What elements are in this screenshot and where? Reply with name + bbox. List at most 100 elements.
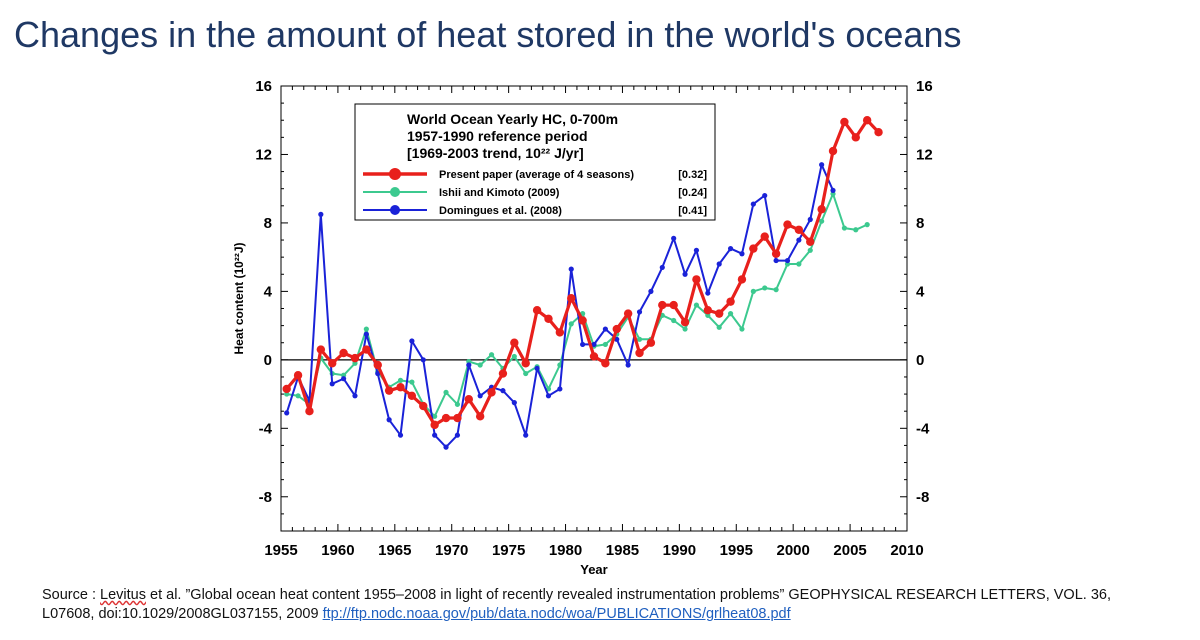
data-point <box>601 359 610 368</box>
series-present-paper <box>282 116 883 430</box>
data-point <box>363 326 369 332</box>
data-point <box>794 225 804 234</box>
data-point <box>363 331 369 337</box>
data-point <box>648 288 654 294</box>
data-point <box>602 326 608 332</box>
data-point <box>773 287 779 293</box>
x-tick-label: 1995 <box>720 542 753 559</box>
data-point <box>386 417 392 423</box>
data-point <box>819 218 825 224</box>
data-point <box>671 317 677 324</box>
y-tick-label-right: -8 <box>916 489 929 506</box>
data-point <box>305 406 314 416</box>
legend-series-name: Domingues et al. (2008) <box>439 205 562 217</box>
data-point <box>328 359 337 368</box>
y-tick-label-right: 4 <box>916 283 925 300</box>
legend-series-trend: [0.32] <box>678 169 707 181</box>
data-point <box>432 413 438 419</box>
x-tick-label: 1980 <box>549 542 582 559</box>
x-axis-label: Year <box>580 562 607 577</box>
data-point <box>874 128 883 137</box>
y-tick-label-right: 12 <box>916 146 933 163</box>
data-point <box>568 266 574 272</box>
data-point <box>773 257 779 264</box>
legend-series-trend: [0.41] <box>678 205 707 217</box>
data-point <box>783 220 792 229</box>
legend-title-line: [1969-2003 trend, 10²² J/yr] <box>407 145 584 161</box>
y-tick-label-left: 0 <box>264 352 272 369</box>
data-point <box>293 371 303 380</box>
data-point <box>316 345 326 354</box>
source-author: Levitus <box>100 587 146 603</box>
data-point <box>432 432 438 438</box>
data-point <box>796 237 802 243</box>
data-point <box>612 324 621 334</box>
data-point <box>819 162 825 168</box>
y-tick-label-right: 0 <box>916 352 924 369</box>
x-tick-label: 2010 <box>890 542 923 559</box>
data-point <box>680 317 690 327</box>
data-point <box>737 275 747 284</box>
data-point <box>830 187 836 194</box>
data-point <box>384 386 394 395</box>
data-point <box>487 388 496 397</box>
data-point <box>659 264 665 271</box>
data-point <box>727 311 734 317</box>
data-point <box>623 309 633 318</box>
data-point <box>840 117 849 127</box>
data-point <box>373 360 382 370</box>
data-point <box>807 247 813 253</box>
series-domingues <box>284 162 836 450</box>
legend-swatch-marker <box>390 187 400 197</box>
data-point <box>636 309 643 315</box>
data-point <box>397 432 404 438</box>
data-point <box>646 338 656 347</box>
x-tick-label: 2005 <box>833 542 866 559</box>
y-tick-label-left: -4 <box>259 420 273 437</box>
data-point <box>739 251 745 257</box>
data-point <box>658 300 667 310</box>
data-point <box>443 444 449 450</box>
x-tick-label: 1975 <box>492 542 525 559</box>
legend-series-trend: [0.24] <box>678 187 707 199</box>
x-tick-label: 2000 <box>776 542 809 559</box>
data-point <box>703 306 713 315</box>
x-tick-label: 1965 <box>378 542 411 559</box>
data-point <box>817 205 826 214</box>
y-tick-label-left: -8 <box>259 489 272 506</box>
data-point <box>580 341 586 348</box>
legend-swatch-marker <box>389 168 401 180</box>
data-point <box>477 362 483 368</box>
data-point <box>441 413 451 423</box>
data-point <box>750 288 756 294</box>
data-point <box>409 379 415 385</box>
data-point <box>318 211 324 217</box>
data-point <box>511 400 517 406</box>
data-point <box>544 314 553 323</box>
data-point <box>329 381 335 387</box>
data-point <box>671 235 677 241</box>
data-point <box>806 237 815 246</box>
data-point <box>341 376 347 382</box>
source-prefix: Source : <box>42 587 101 603</box>
data-point <box>409 338 415 344</box>
data-point <box>454 432 461 438</box>
legend-swatch-marker <box>390 205 400 215</box>
data-point <box>407 391 417 400</box>
data-point <box>762 285 768 291</box>
data-point <box>511 353 517 360</box>
source-text: et al. ”Global ocean heat content 1955–2… <box>42 587 1111 622</box>
data-point <box>443 389 449 395</box>
data-point <box>295 393 301 399</box>
source-citation: Source : Levitus et al. ”Global ocean he… <box>42 586 1162 624</box>
data-point <box>853 227 859 233</box>
data-point <box>716 261 722 267</box>
data-point <box>727 245 734 252</box>
data-point <box>510 338 519 347</box>
legend-series-name: Present paper (average of 4 seasons) <box>439 169 634 181</box>
data-point <box>567 294 576 303</box>
x-tick-label: 1985 <box>606 542 639 559</box>
data-point <box>362 345 371 354</box>
data-point <box>477 393 483 399</box>
source-link[interactable]: ftp://ftp.nodc.noaa.gov/pub/data.nodc/wo… <box>322 606 791 622</box>
